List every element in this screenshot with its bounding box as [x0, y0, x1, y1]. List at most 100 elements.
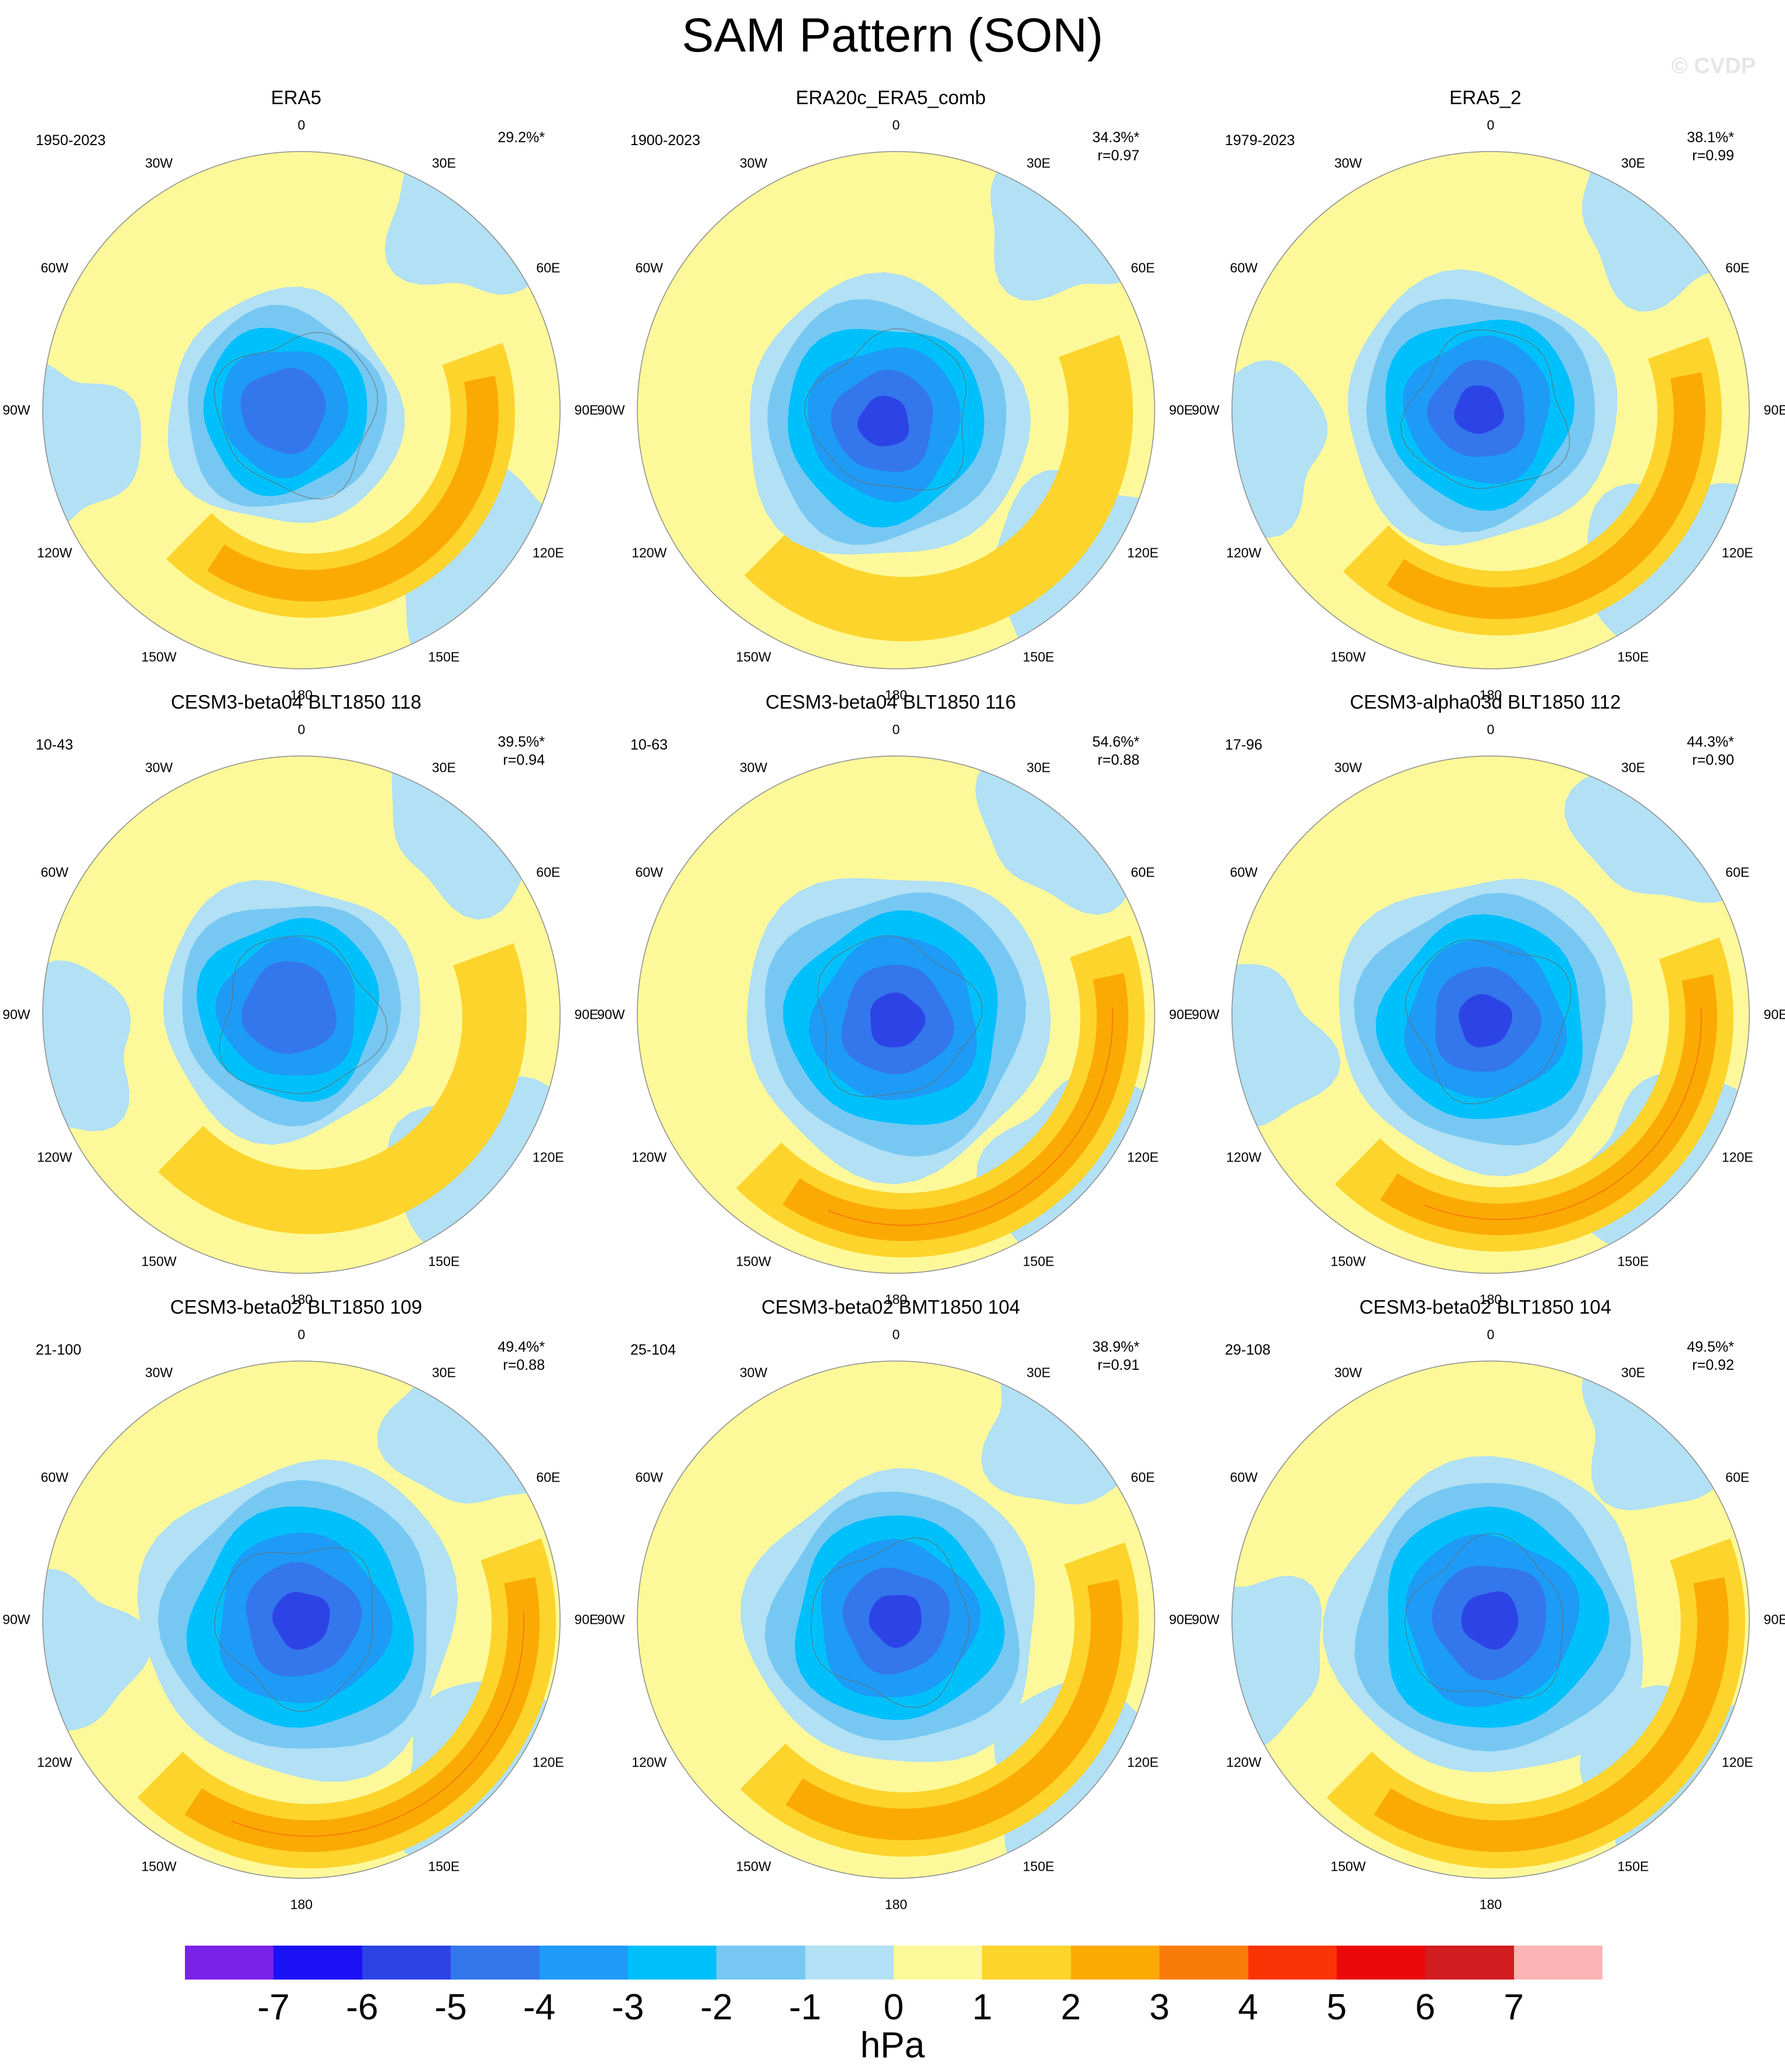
colorbar-units: hPa: [860, 2025, 925, 2066]
variance-explained: 38.9%*: [1092, 1339, 1139, 1355]
colorbar-tick-label: -2: [700, 1987, 733, 2028]
longitude-label: 180: [884, 1896, 908, 1912]
map-boundary: [637, 755, 1155, 1274]
negative-anomaly-patch: [43, 358, 142, 540]
polar-map: [637, 755, 1155, 1274]
longitude-label: 120W: [631, 1754, 667, 1769]
longitude-label: 0: [892, 721, 900, 737]
colorbar-swatch: [1159, 1946, 1248, 1980]
colorbar-swatch: [273, 1946, 362, 1980]
panel-stats: 34.3%* r=0.97: [1092, 129, 1139, 165]
colorbar-swatch: [1336, 1946, 1426, 1980]
longitude-label: 60E: [1131, 864, 1155, 879]
longitude-label: 150E: [428, 649, 460, 665]
positive-anomaly-arc: [207, 376, 499, 602]
longitude-label: 30W: [145, 760, 173, 775]
colorbar: [185, 1946, 1602, 1980]
longitude-label: 90E: [574, 1611, 599, 1627]
longitude-label: 0: [1487, 721, 1495, 737]
longitude-label: 150W: [141, 1858, 177, 1874]
low-pressure-contour: [241, 961, 337, 1054]
pattern-correlation: r=0.88: [503, 1357, 545, 1373]
longitude-label: 150E: [1617, 649, 1649, 665]
longitude-label: 30E: [1621, 155, 1645, 171]
map-panel: ERA5 1950-2023 29.2%* 0 30E 60E 90E 120E 150E 180…: [1, 87, 598, 703]
colorbar-swatch: [1513, 1946, 1602, 1980]
antarctica-coastline: [218, 935, 388, 1095]
map-boundary: [637, 151, 1155, 669]
positive-anomaly-arc: [1386, 372, 1705, 619]
antarctica-coastline: [1404, 1532, 1564, 1699]
colorbar-tick-label: 6: [1415, 1987, 1436, 2028]
pattern-correlation: r=0.91: [1097, 1357, 1139, 1373]
longitude-label: 90W: [2, 1006, 30, 1022]
longitude-label: 30E: [1027, 760, 1051, 775]
longitude-label: 90E: [1169, 402, 1193, 418]
colorbar-tick-label: 0: [883, 1987, 904, 2028]
map-panel: CESM3-beta02 BLT1850 109 21-100 49.4%* r=0.…: [1, 1296, 598, 1912]
variance-explained: 39.5%*: [497, 734, 545, 750]
watermark: © CVDP: [1671, 54, 1756, 78]
map-panel: CESM3-beta04 BLT1850 116 10-63 54.6%* r=0.8…: [595, 691, 1193, 1307]
colorbar-swatch: [716, 1946, 805, 1980]
variance-explained: 34.3%*: [1092, 129, 1139, 146]
colorbar-tick-label: 2: [1060, 1987, 1081, 2028]
panel-period: 1950-2023: [36, 132, 106, 149]
pattern-correlation: r=0.92: [1692, 1357, 1734, 1373]
colorbar-tick-label: -5: [434, 1987, 467, 2028]
pattern-correlation: r=0.97: [1097, 147, 1139, 164]
pattern-correlation: r=0.90: [1692, 752, 1734, 768]
negative-anomaly-patch: [43, 1569, 152, 1739]
longitude-label: 120E: [1721, 1754, 1753, 1769]
colorbar-swatch: [185, 1946, 274, 1980]
longitude-label: 120W: [1226, 1754, 1262, 1769]
longitude-label: 90E: [574, 402, 599, 418]
longitude-label: 120W: [37, 545, 73, 560]
longitude-label: 150E: [1022, 1253, 1055, 1269]
map-panel: ERA5_2 1979-2023 38.1%* r=0.99 0 30E 60E 90E 120…: [1190, 87, 1785, 703]
low-pressure-contour: [1454, 385, 1504, 434]
polar-map: [1231, 151, 1750, 669]
longitude-label: 90W: [597, 402, 625, 418]
positive-anomaly-arc: [157, 943, 527, 1234]
panel-stats: 38.1%* r=0.99: [1687, 129, 1734, 165]
longitude-label: 30W: [145, 1365, 173, 1380]
longitude-label: 120E: [1721, 1149, 1753, 1164]
longitude-label: 30W: [739, 760, 768, 775]
colorbar-swatch: [1070, 1946, 1160, 1980]
colorbar-tick-label: -7: [257, 1987, 290, 2028]
longitude-label: 0: [1487, 117, 1495, 133]
panel-stats: 39.5%* r=0.94: [497, 733, 545, 769]
polar-map: [1231, 755, 1750, 1274]
panel-stats: 29.2%*: [497, 129, 545, 147]
variance-explained: 38.1%*: [1687, 129, 1734, 146]
panel-stats: 44.3%* r=0.90: [1687, 733, 1734, 769]
longitude-label: 60E: [1131, 1469, 1155, 1485]
longitude-label: 90W: [597, 1006, 625, 1022]
longitude-label: 90E: [1763, 1611, 1785, 1627]
panel-period: 10-63: [630, 737, 668, 753]
colorbar-tick-label: 1: [972, 1987, 993, 2028]
variance-explained: 54.6%*: [1092, 734, 1139, 750]
longitude-label: 150W: [1330, 1253, 1366, 1269]
longitude-label: 90E: [1169, 1006, 1193, 1022]
longitude-label: 60E: [1725, 864, 1750, 879]
panel-title: CESM3-beta02 BLT1850 109: [170, 1296, 423, 1318]
longitude-label: 90W: [1192, 402, 1220, 418]
longitude-label: 90W: [597, 1611, 625, 1627]
longitude-label: 60E: [1725, 1469, 1750, 1485]
longitude-label: 30E: [1027, 155, 1051, 171]
antarctica-coastline: [811, 1537, 970, 1709]
panel-period: 1979-2023: [1225, 132, 1295, 149]
low-pressure-contour: [241, 367, 326, 454]
colorbar-swatch: [894, 1946, 983, 1980]
longitude-label: 30W: [145, 155, 173, 171]
map-boundary: [1231, 755, 1750, 1274]
longitude-label: 150W: [1330, 649, 1366, 665]
negative-anomaly-patch: [1232, 964, 1341, 1128]
longitude-label: 120W: [1226, 545, 1262, 560]
map-boundary: [637, 1360, 1155, 1879]
positive-anomaly-arc: [1380, 974, 1717, 1235]
panel-stats: 49.5%* r=0.92: [1687, 1338, 1734, 1375]
longitude-label: 120W: [1226, 1149, 1262, 1164]
